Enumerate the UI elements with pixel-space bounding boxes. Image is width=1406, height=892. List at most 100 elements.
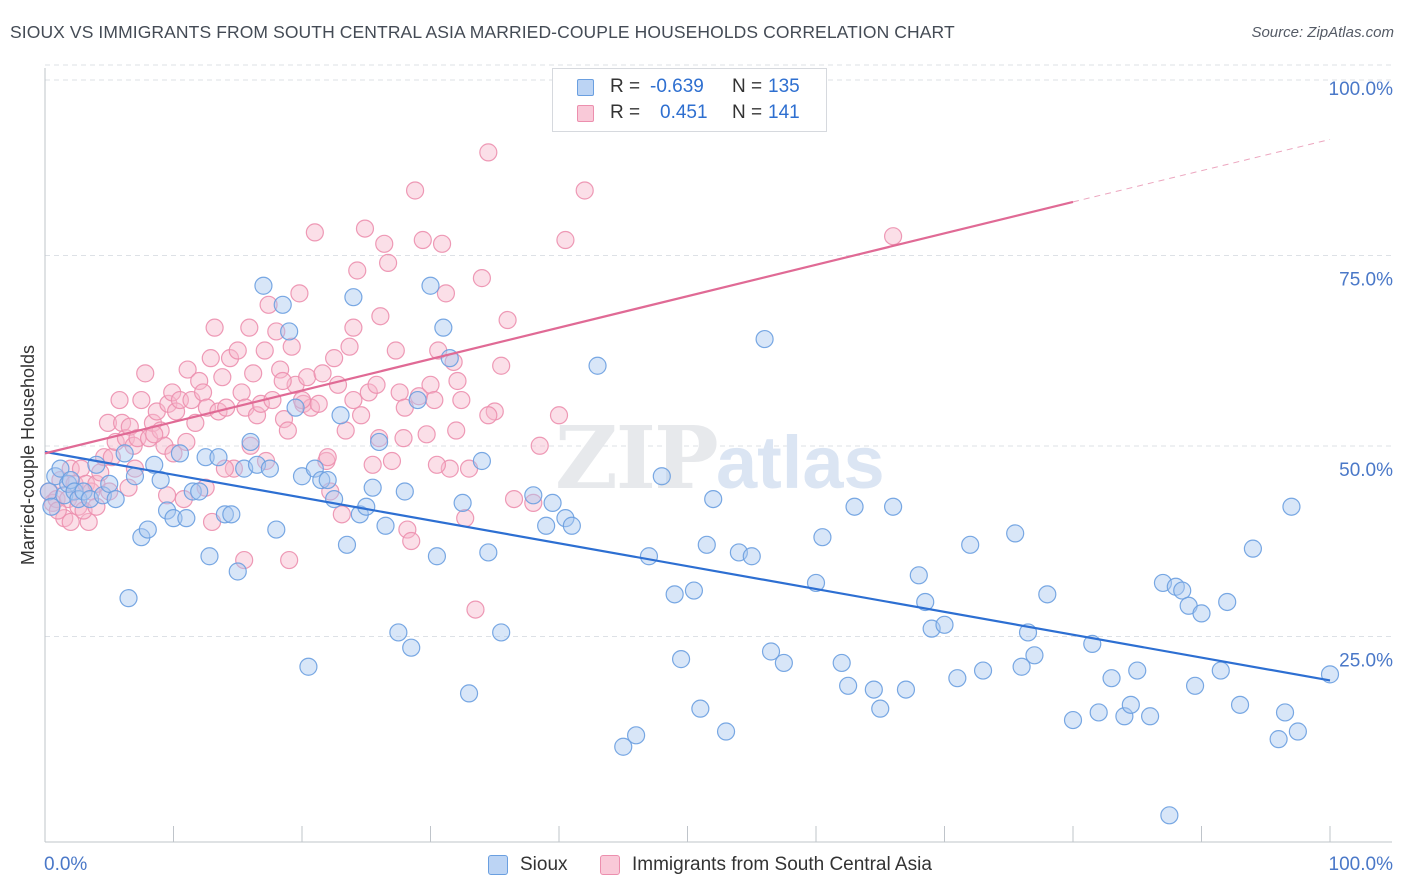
correlation-legend: R = -0.639 N = 135 R = 0.451 N = 141 — [552, 68, 827, 132]
point-sioux — [145, 455, 164, 474]
point-sioux — [556, 509, 575, 528]
point-immigrants — [271, 360, 290, 379]
point-sioux — [402, 638, 421, 657]
point-sioux — [652, 467, 671, 486]
point-immigrants — [883, 227, 903, 246]
point-sioux — [228, 562, 247, 581]
trend-line-sioux — [44, 450, 1331, 682]
point-immigrants — [213, 368, 232, 387]
point-immigrants — [413, 230, 432, 250]
point-sioux — [427, 547, 447, 566]
point-sioux — [1173, 581, 1192, 600]
point-sioux — [524, 486, 543, 505]
point-sioux — [1192, 604, 1211, 623]
point-sioux — [665, 585, 684, 604]
point-sioux — [106, 490, 125, 509]
point-sioux — [845, 497, 864, 516]
point-sioux — [1128, 661, 1147, 680]
legend-n-label: N = — [732, 76, 763, 97]
legend-n-value: 135 — [768, 76, 800, 97]
point-immigrants — [247, 406, 267, 425]
watermark-atlas: atlas — [716, 421, 885, 504]
point-sioux — [1115, 707, 1134, 726]
y-tick-label: 100.0% — [1329, 79, 1394, 100]
point-immigrants — [336, 421, 355, 440]
point-sioux — [871, 699, 890, 718]
point-immigrants — [163, 383, 182, 402]
point-immigrants — [382, 451, 402, 471]
point-immigrants — [340, 337, 359, 356]
legend-item-immigrants: Immigrants from South Central Asia — [600, 852, 932, 878]
legend-row-sioux: R = -0.639 N = 135 — [577, 75, 800, 99]
point-immigrants — [259, 295, 278, 314]
point-sioux — [1160, 806, 1179, 825]
point-sioux — [164, 509, 183, 528]
point-sioux — [883, 497, 903, 516]
point-immigrants — [318, 448, 337, 467]
point-immigrants — [193, 383, 213, 402]
legend-label-sioux: Sioux — [520, 854, 568, 875]
point-sioux — [1275, 703, 1295, 722]
point-immigrants — [159, 394, 178, 413]
point-sioux — [299, 657, 318, 676]
point-immigrants — [344, 390, 363, 410]
point-sioux — [215, 505, 234, 524]
point-immigrants — [421, 375, 440, 394]
point-sioux — [241, 432, 260, 452]
point-immigrants — [367, 375, 386, 394]
point-sioux — [196, 448, 215, 467]
point-immigrants — [447, 421, 466, 440]
point-sioux — [761, 642, 781, 661]
trend-extension-immigrants — [1072, 138, 1331, 203]
point-sioux — [305, 459, 324, 478]
point-sioux — [363, 478, 382, 497]
point-sioux — [100, 474, 119, 493]
point-immigrants — [575, 181, 594, 200]
legend-r-value: -0.639 — [650, 76, 704, 97]
point-sioux — [42, 497, 61, 516]
point-immigrants — [375, 234, 394, 253]
point-immigrants — [132, 390, 151, 410]
point-immigrants — [278, 421, 297, 440]
point-immigrants — [232, 383, 251, 402]
point-sioux — [459, 684, 479, 703]
point-immigrants — [136, 364, 155, 383]
point-immigrants — [119, 478, 138, 497]
point-immigrants — [220, 349, 240, 368]
point-sioux — [1038, 585, 1057, 604]
point-immigrants — [177, 432, 196, 452]
point-sioux — [254, 276, 273, 295]
point-immigrants — [240, 318, 259, 337]
point-sioux — [273, 295, 292, 314]
tick-labels: 25.0% 50.0% 75.0% 100.0% 0.0% 100.0% — [44, 79, 1393, 875]
point-immigrants — [456, 509, 475, 528]
point-sioux — [716, 722, 736, 741]
point-sioux — [742, 547, 761, 566]
point-immigrants — [498, 310, 517, 330]
point-immigrants — [479, 143, 498, 162]
legend-n-label: N = — [732, 102, 763, 123]
point-immigrants — [402, 531, 421, 551]
point-immigrants — [371, 307, 390, 326]
point-immigrants — [492, 356, 511, 375]
point-sioux — [1288, 722, 1307, 741]
legend-r-value: 0.451 — [660, 102, 708, 123]
point-sioux — [350, 505, 369, 524]
point-sioux — [260, 459, 279, 478]
point-sioux — [74, 482, 93, 501]
point-immigrants — [436, 284, 456, 303]
point-immigrants — [205, 318, 224, 337]
point-immigrants — [466, 600, 485, 619]
point-sioux — [55, 486, 74, 505]
point-sioux — [1102, 669, 1121, 688]
point-immigrants — [425, 390, 444, 410]
point-immigrants — [378, 253, 398, 272]
point-immigrants — [166, 402, 186, 421]
point-sioux — [51, 459, 70, 478]
point-sioux — [337, 535, 357, 554]
point-sioux — [472, 451, 491, 471]
point-sioux — [318, 470, 337, 490]
point-immigrants — [241, 436, 260, 455]
point-immigrants — [549, 406, 569, 425]
point-immigrants — [556, 230, 575, 250]
